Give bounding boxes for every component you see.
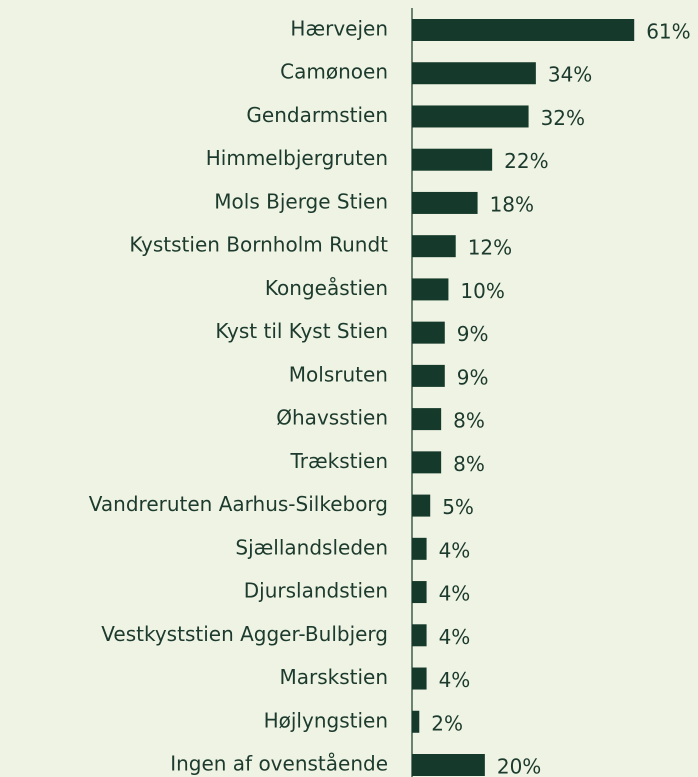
value-label: 22% xyxy=(504,149,548,173)
value-label: 8% xyxy=(453,409,485,433)
category-label: Kyststien Bornholm Rundt xyxy=(129,233,388,257)
bar xyxy=(412,364,445,387)
category-label: Camønoen xyxy=(280,60,388,84)
category-label: Ingen af ovenstående xyxy=(170,752,388,776)
category-label: Trækstien xyxy=(289,449,388,473)
value-label: 9% xyxy=(457,322,489,346)
bar xyxy=(412,710,420,733)
bar xyxy=(412,624,427,647)
value-label: 4% xyxy=(439,582,471,606)
bar xyxy=(412,451,442,474)
category-label: Djurslandstien xyxy=(244,579,388,603)
bar xyxy=(412,667,427,690)
category-label: Øhavsstien xyxy=(276,406,388,430)
bar xyxy=(412,278,449,301)
category-label: Mols Bjerge Stien xyxy=(214,189,388,213)
category-label: Molsruten xyxy=(289,362,388,386)
value-label: 9% xyxy=(457,365,489,389)
value-label: 2% xyxy=(431,711,463,735)
value-label: 61% xyxy=(646,20,690,44)
bar xyxy=(412,494,431,517)
category-label: Marskstien xyxy=(279,665,388,689)
value-label: 4% xyxy=(439,538,471,562)
bar xyxy=(412,105,529,128)
category-label: Kongeåstien xyxy=(265,276,388,300)
bar xyxy=(412,754,485,776)
value-label: 5% xyxy=(442,495,474,519)
category-label: Sjællandsleden xyxy=(235,535,388,559)
value-label: 32% xyxy=(541,106,585,130)
category-label: Hærvejen xyxy=(290,17,388,41)
category-label: Himmelbjergruten xyxy=(206,146,388,170)
value-label: 34% xyxy=(548,63,592,87)
value-label: 12% xyxy=(468,236,512,260)
bar xyxy=(412,19,635,41)
category-label: Højlyngstien xyxy=(264,708,388,732)
category-label: Gendarmstien xyxy=(246,103,388,127)
value-label: 8% xyxy=(453,452,485,476)
bar xyxy=(412,537,427,560)
bar xyxy=(412,581,427,604)
bar xyxy=(412,408,442,431)
bar xyxy=(412,321,445,344)
bar xyxy=(412,191,478,214)
value-label: 18% xyxy=(490,192,534,216)
value-label: 10% xyxy=(460,279,504,303)
bar xyxy=(412,62,536,85)
value-label: 4% xyxy=(439,625,471,649)
bar xyxy=(412,235,456,258)
category-label: Vandreruten Aarhus-Silkeborg xyxy=(89,492,388,516)
value-label: 4% xyxy=(439,668,471,692)
category-label: Kyst til Kyst Stien xyxy=(215,319,388,343)
category-label: Vestkyststien Agger-Bulbjerg xyxy=(101,622,388,646)
value-label: 20% xyxy=(497,755,541,777)
bar xyxy=(412,148,493,171)
